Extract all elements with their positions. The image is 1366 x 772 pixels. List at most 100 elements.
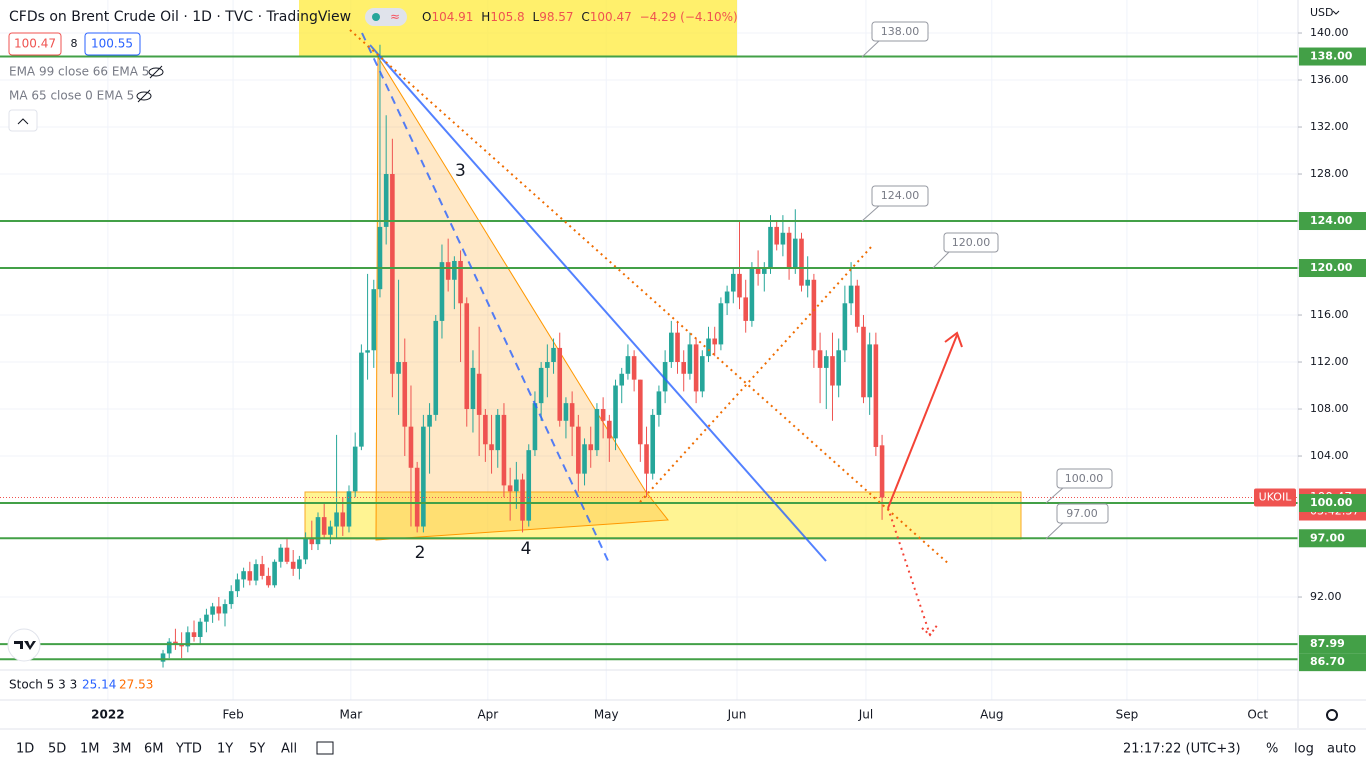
- candle-body: [582, 444, 587, 474]
- y-tick-label: 136.00: [1310, 73, 1349, 86]
- candle-body: [706, 338, 711, 357]
- clock: 21:17:22 (UTC+3): [1123, 742, 1241, 757]
- currency[interactable]: USD: [1310, 6, 1334, 19]
- candle-body: [359, 352, 364, 447]
- ohlc-key: C: [581, 10, 589, 24]
- candle-body: [700, 356, 705, 392]
- percent-toggle[interactable]: %: [1266, 742, 1278, 757]
- candle-body: [724, 291, 730, 304]
- range-button[interactable]: All: [281, 742, 297, 757]
- candle-body: [470, 367, 476, 410]
- logo-mark: [14, 641, 36, 650]
- candles: [160, 44, 885, 668]
- settings-icon[interactable]: [1326, 709, 1338, 721]
- y-tick-label: 132.00: [1310, 120, 1349, 133]
- candle-body: [594, 409, 600, 451]
- candle-body: [687, 344, 693, 374]
- candle-body: [408, 426, 414, 468]
- x-tick-label: 2022: [91, 708, 124, 722]
- x-tick-label: Jul: [858, 708, 873, 722]
- candle-body: [321, 517, 327, 535]
- candle-body: [514, 479, 519, 492]
- candle-body: [557, 347, 563, 421]
- candle-body: [266, 575, 271, 586]
- y-tick-label: 108.00: [1310, 402, 1349, 415]
- candle-body: [222, 604, 228, 614]
- candle-body: [334, 512, 339, 527]
- triangle-pattern: [375, 55, 669, 541]
- candle-body: [693, 344, 699, 392]
- range-button[interactable]: YTD: [175, 742, 202, 757]
- candle-body: [823, 356, 829, 368]
- y-tick-label: 92.00: [1310, 590, 1342, 603]
- candle-body: [303, 538, 308, 560]
- symbol-tag: [1254, 488, 1296, 507]
- candle-body: [879, 445, 885, 498]
- candle-body: [836, 350, 841, 386]
- candle-body: [867, 344, 872, 398]
- candle-body: [383, 174, 389, 227]
- candle-body: [588, 444, 594, 451]
- range-button[interactable]: 1M: [80, 742, 100, 757]
- range-button[interactable]: 6M: [144, 742, 164, 757]
- candle-body: [458, 260, 463, 304]
- status-pill[interactable]: [365, 8, 407, 26]
- candle-body: [625, 356, 631, 374]
- status-dot: [372, 13, 380, 21]
- x-tick-label: Jun: [727, 708, 747, 722]
- level-tag-label: 138.00: [1310, 50, 1353, 63]
- callout-leader: [861, 204, 881, 222]
- trend-line-dotted: [349, 29, 951, 566]
- candle-body: [402, 362, 408, 427]
- candle-body: [854, 285, 860, 327]
- candle-body: [761, 268, 767, 274]
- arrow: [887, 334, 958, 509]
- range-button[interactable]: 1Y: [217, 742, 233, 757]
- indicator-legend[interactable]: MA 65 close 0 EMA 5: [9, 89, 134, 103]
- candle-body: [780, 232, 786, 245]
- price-axis: 140.00 136.00 132.00 128.00 124.00 120.00 116.…: [1254, 26, 1366, 672]
- logo[interactable]: [7, 628, 41, 662]
- callout-leader: [932, 250, 951, 269]
- callout-leader: [1045, 521, 1065, 540]
- candle-body: [607, 420, 612, 439]
- range-button[interactable]: 5Y: [249, 742, 265, 757]
- candle-body: [644, 444, 649, 474]
- callout-label: 124.00: [881, 189, 920, 202]
- log-toggle[interactable]: log: [1294, 742, 1314, 757]
- ohlc-value: 105.8: [490, 10, 524, 24]
- candle-body: [476, 373, 482, 415]
- range-button[interactable]: 1D: [16, 742, 34, 757]
- range-button[interactable]: 5D: [48, 742, 66, 757]
- candle-body: [501, 414, 507, 486]
- collapse-button[interactable]: [8, 109, 38, 132]
- eye-off-icon[interactable]: [148, 67, 164, 77]
- ohlc: O104.91 H105.8 L98.57 C100.47 −4.29 (−4.…: [422, 10, 738, 24]
- wave-label: 2: [415, 543, 426, 563]
- toolbar: 1D 5D 1M 3M 6M YTD 1Y 5Y All: [16, 742, 297, 757]
- sell-box[interactable]: [8, 32, 62, 56]
- x-tick-label: Oct: [1247, 708, 1268, 722]
- indicator-legend[interactable]: EMA 99 close 66 EMA 5: [9, 65, 149, 79]
- candle-body: [774, 226, 779, 245]
- hidden-icons: [136, 65, 164, 103]
- candle-body: [576, 426, 581, 474]
- range-button[interactable]: 3M: [112, 742, 132, 757]
- callout-leader: [861, 39, 881, 58]
- date-range-icon[interactable]: [316, 741, 334, 755]
- status-icon: ≈: [390, 10, 400, 24]
- candle-body: [656, 391, 662, 415]
- candle-body: [216, 606, 222, 614]
- eye-off-icon[interactable]: [136, 91, 152, 101]
- y-tick-label: 112.00: [1310, 355, 1349, 368]
- buy-box[interactable]: [84, 32, 141, 56]
- auto-toggle[interactable]: auto: [1327, 742, 1356, 757]
- candle-body: [811, 279, 817, 351]
- callout-box: [871, 21, 929, 42]
- symbol-title[interactable]: CFDs on Brent Crude Oil · 1D · TVC · Tra…: [9, 9, 351, 25]
- level-tag: [1299, 494, 1366, 513]
- collapse-caret: [17, 118, 29, 125]
- arrow-dotted: [887, 507, 931, 636]
- candle-body: [173, 641, 178, 645]
- candle-body: [848, 285, 854, 304]
